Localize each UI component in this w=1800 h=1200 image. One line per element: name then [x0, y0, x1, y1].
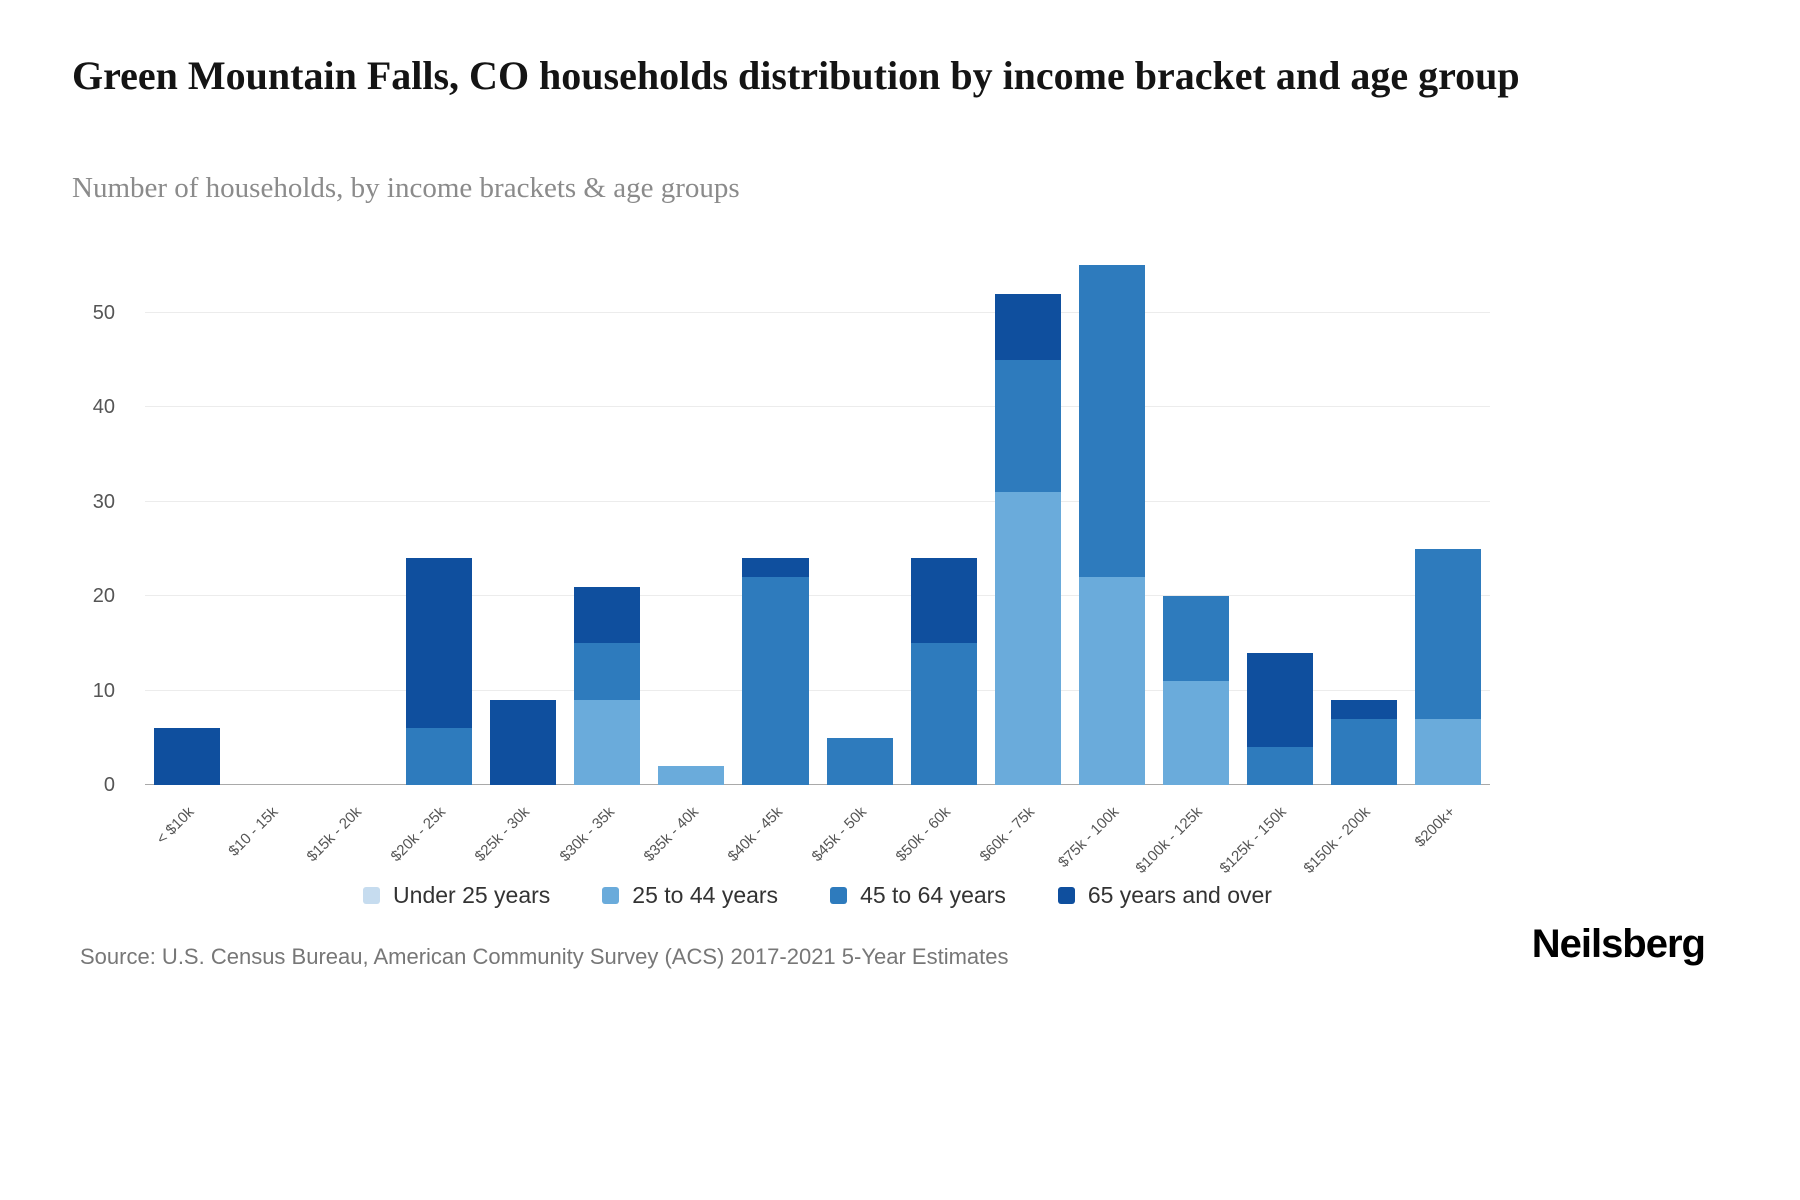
- bar-segment: [406, 558, 473, 729]
- source-note: Source: U.S. Census Bureau, American Com…: [80, 944, 1009, 969]
- page-title: Green Mountain Falls, CO households dist…: [72, 53, 1520, 98]
- bar-stack: [1406, 255, 1490, 785]
- bar-segment: [826, 737, 893, 785]
- bar-segment: [406, 728, 473, 785]
- x-axis-label: $40k - 45k: [724, 803, 786, 866]
- bar-stack: [397, 255, 481, 785]
- bar-segment: [742, 577, 809, 785]
- bar-stack: [145, 255, 229, 785]
- legend-item: 65 years and over: [1057, 882, 1272, 909]
- legend-item-label: 25 to 44 years: [632, 882, 779, 908]
- bar-segment: [1330, 699, 1397, 719]
- x-axis-baseline: [145, 784, 1490, 785]
- legend-swatch-icon: [602, 887, 620, 904]
- bar-segment: [574, 699, 641, 785]
- bar-segment: [1162, 596, 1229, 682]
- bar-stack: [1322, 255, 1406, 785]
- bar-segment: [1078, 577, 1145, 785]
- bar-segment: [490, 699, 557, 785]
- x-axis-label: $20k - 25k: [387, 803, 450, 866]
- x-axis-label: $200k+: [1411, 803, 1459, 851]
- bar-segment: [1414, 548, 1481, 719]
- x-axis-label: $100k - 125k: [1132, 803, 1206, 877]
- bar-segment: [1246, 747, 1313, 785]
- bar-stack: [818, 255, 902, 785]
- stacked-bar-chart: 0 10 20 30 40 50 < $10k $10 - 15k $15k - 20k $20…: [93, 255, 1490, 877]
- bar-segment: [574, 643, 641, 700]
- x-axis-label: < $10k: [153, 803, 198, 848]
- bar-stack: [313, 255, 397, 785]
- x-axis-label: $50k - 60k: [892, 803, 954, 866]
- bar-segment: [154, 728, 221, 785]
- gridline: [145, 689, 1490, 691]
- x-axis-label: $15k - 20k: [303, 803, 366, 866]
- legend-item-label: Under 25 years: [393, 882, 551, 908]
- x-axis-label: $30k - 35k: [556, 803, 618, 866]
- gridline: [145, 500, 1490, 502]
- legend-swatch-icon: [830, 887, 848, 904]
- bar-stack: [565, 255, 649, 785]
- legend-item: Under 25 years: [363, 882, 550, 909]
- page-subtitle: Number of households, by income brackets…: [72, 172, 740, 204]
- legend-item-label: 45 to 64 years: [860, 882, 1006, 908]
- legend-item-label: 65 years and over: [1087, 882, 1272, 908]
- bar-stack: [902, 255, 986, 785]
- bar-stack: [733, 255, 817, 785]
- x-axis-label: $150k - 200k: [1300, 803, 1375, 877]
- bar-stack: [481, 255, 565, 785]
- x-axis-label: $10 - 15k: [225, 803, 282, 860]
- bar-stack: [1238, 255, 1322, 785]
- bar-stack: [649, 255, 733, 785]
- bar-segment: [1162, 681, 1229, 785]
- x-axis-label: $75k - 100k: [1054, 803, 1122, 871]
- legend-item: 25 to 44 years: [602, 882, 778, 909]
- legend-item: 45 to 64 years: [830, 882, 1006, 909]
- bar-stack: [1070, 255, 1154, 785]
- x-axis-label: $25k - 30k: [471, 803, 534, 866]
- x-axis-label: $125k - 150k: [1216, 803, 1291, 877]
- plot-area: [145, 255, 1490, 785]
- bar-segment: [742, 558, 809, 578]
- gridline: [145, 311, 1490, 313]
- gridline: [145, 406, 1490, 408]
- bar-segment: [994, 359, 1061, 493]
- y-tick-label: 30: [92, 490, 115, 513]
- legend: Under 25 years 25 to 44 years 45 to 64 yea…: [145, 882, 1490, 909]
- bar-segment: [1078, 265, 1145, 578]
- bar-stack: [229, 255, 313, 785]
- y-tick-label: 50: [92, 301, 115, 324]
- y-tick-label: 20: [92, 585, 115, 608]
- y-tick-label: 40: [92, 396, 115, 419]
- y-tick-label: 0: [103, 774, 115, 796]
- bar-segment: [1246, 652, 1313, 748]
- x-axis-label: $45k - 50k: [808, 803, 870, 866]
- y-tick-label: 10: [92, 679, 115, 702]
- bar-segment: [574, 586, 641, 644]
- legend-swatch-icon: [1057, 887, 1075, 904]
- y-axis: 0 10 20 30 40 50: [67, 255, 129, 796]
- gridline: [145, 595, 1490, 597]
- x-axis-label: $35k - 40k: [640, 803, 702, 866]
- legend-swatch-icon: [363, 887, 381, 904]
- bar-stack: [1154, 255, 1238, 785]
- bar-segment: [1330, 718, 1397, 785]
- brand-logo: Neilsberg: [1531, 922, 1706, 966]
- bar-segment: [994, 293, 1061, 360]
- bar-segment: [910, 558, 977, 644]
- bar-stack: [986, 255, 1070, 785]
- x-axis-label: $60k - 75k: [976, 803, 1038, 866]
- bar-segment: [910, 643, 977, 785]
- bar-segment: [994, 492, 1061, 785]
- x-axis: < $10k $10 - 15k $15k - 20k $20k - 25k $25k …: [145, 785, 1490, 885]
- bar-segment: [658, 766, 725, 785]
- bar-segment: [1414, 718, 1481, 785]
